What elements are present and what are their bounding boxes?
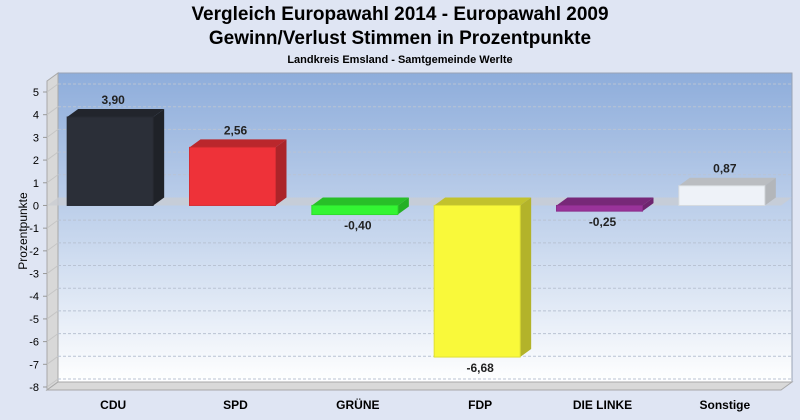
y-tick-label: -7: [29, 359, 39, 371]
x-tick-label: GRÜNE: [336, 397, 379, 412]
bar-die-linke: [556, 197, 654, 212]
bar-sonstige: [678, 177, 776, 206]
floor: [45, 381, 794, 391]
gridline-side: [46, 106, 59, 116]
bar-front: [311, 204, 399, 216]
value-label: 2,56: [224, 123, 248, 137]
bar-side: [764, 177, 776, 206]
bar-top: [67, 108, 165, 117]
bar-top: [434, 197, 532, 206]
value-label: 3,90: [101, 93, 125, 107]
bar-front: [556, 204, 643, 212]
x-tick-label: Sonstige: [699, 398, 750, 412]
left-wall: [46, 72, 59, 391]
bar-spd: [189, 139, 287, 206]
y-tick-label: 4: [33, 110, 39, 122]
value-label: 0,87: [713, 162, 737, 176]
y-tick-label: -2: [29, 246, 39, 258]
gridline-side: [46, 151, 59, 161]
bar-side: [153, 108, 165, 206]
bar-cdu: [66, 108, 165, 206]
gridline-side: [46, 265, 59, 274]
x-tick-label: SPD: [223, 398, 248, 412]
gridline-side: [46, 128, 59, 138]
value-label: -6,68: [466, 361, 494, 375]
gridline-side: [46, 242, 59, 252]
y-tick-label: -3: [29, 269, 39, 281]
y-tick-label: -6: [29, 337, 39, 349]
bar-front: [678, 185, 766, 206]
bar-side: [520, 197, 532, 358]
x-tick-label: FDP: [468, 398, 492, 412]
gridline-side: [46, 219, 59, 229]
y-tick-label: -4: [29, 291, 39, 303]
y-tick-label: -5: [29, 314, 39, 326]
value-label: -0,40: [344, 219, 372, 233]
gridline-side: [46, 355, 59, 365]
gridline-side: [46, 174, 59, 184]
x-tick-label: DIE LINKE: [573, 398, 632, 412]
y-tick-label: 0: [33, 200, 39, 212]
gridline-side: [46, 83, 59, 93]
gridline-side: [46, 378, 59, 388]
plot-background: [57, 72, 793, 383]
x-tick-label: CDU: [100, 398, 126, 412]
chart-subtitle: Gewinn/Verlust Stimmen in Prozentpunkte: [208, 28, 592, 49]
y-tick-label: -1: [29, 223, 39, 235]
y-tick-label: 1: [33, 178, 39, 190]
bar-front: [433, 204, 521, 358]
bar-side: [275, 139, 287, 206]
y-tick-label: 5: [33, 87, 39, 99]
y-tick-label: 3: [33, 132, 39, 144]
bar-front: [66, 116, 154, 206]
bar-side: [642, 197, 654, 212]
bar-side: [397, 197, 409, 215]
gridline-side: [46, 333, 59, 343]
bar-fdp: [433, 197, 532, 358]
gridline-side: [46, 287, 59, 297]
y-tick-label: 2: [33, 155, 39, 167]
bar-top: [311, 197, 409, 206]
bar-top: [678, 177, 776, 186]
value-label: -0,25: [589, 215, 617, 229]
bar-top: [556, 197, 654, 206]
chart-title: Vergleich Europawahl 2014 - Europawahl 2…: [191, 4, 609, 25]
bar-front: [189, 146, 276, 206]
gridline-side: [46, 310, 59, 320]
bar-top: [189, 139, 287, 148]
bar-grüne: [311, 197, 409, 216]
y-tick-label: -8: [29, 382, 39, 394]
chart-caption: Landkreis Emsland - Samtgemeinde Werlte: [287, 54, 513, 66]
